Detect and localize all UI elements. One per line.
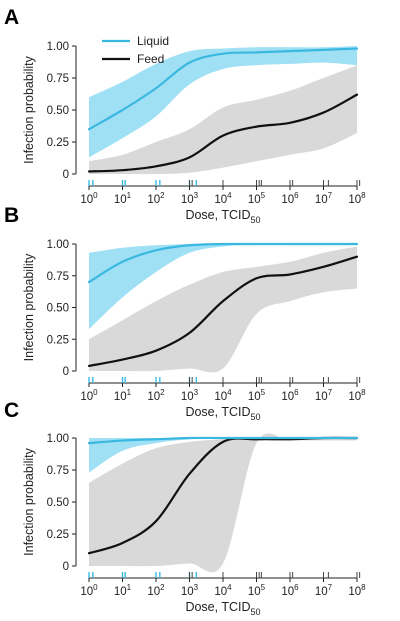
y-tick-label: 0.25 bbox=[47, 529, 69, 541]
x-tick-label: 100 bbox=[80, 191, 98, 206]
x-axis-title: Dose, TCID50 bbox=[185, 208, 260, 225]
y-tick-label: 0.50 bbox=[47, 303, 69, 315]
panel-a: A Infection probability 0 0.25 0.50 0.75 1.00 1… bbox=[4, 6, 366, 225]
x-tick-label: 102 bbox=[147, 583, 165, 598]
y-tick-label: 1.00 bbox=[47, 41, 69, 53]
y-tick-label: 0.75 bbox=[47, 271, 69, 283]
rug-marks bbox=[88, 180, 361, 186]
ci-band-feed bbox=[89, 65, 357, 175]
x-tick-label: 103 bbox=[181, 583, 199, 598]
y-tick-label: 0.75 bbox=[47, 73, 69, 85]
rug-marks bbox=[88, 572, 361, 578]
series-line-feed bbox=[87, 93, 359, 173]
panel-label: A bbox=[4, 6, 19, 29]
y-tick-label: 1.00 bbox=[47, 433, 69, 445]
x-tick-label: 105 bbox=[248, 388, 266, 403]
x-axis: 100 101 102 103 104 105 106 107 108 bbox=[80, 382, 366, 403]
panel-label: B bbox=[4, 204, 19, 227]
x-tick-label: 104 bbox=[214, 583, 232, 598]
x-tick-label: 108 bbox=[348, 388, 366, 403]
x-tick-label: 103 bbox=[181, 388, 199, 403]
panel-label: C bbox=[4, 399, 19, 422]
x-tick-label: 108 bbox=[348, 583, 366, 598]
x-tick-label: 101 bbox=[114, 583, 132, 598]
legend-label-feed: Feed bbox=[137, 52, 164, 66]
x-tick-label: 107 bbox=[315, 191, 333, 206]
y-tick-label: 0.25 bbox=[47, 334, 69, 346]
x-tick-label: 104 bbox=[214, 191, 232, 206]
ci-band-feed bbox=[89, 433, 357, 573]
x-tick-label: 107 bbox=[315, 388, 333, 403]
x-tick-label: 108 bbox=[348, 191, 366, 206]
x-tick-label: 101 bbox=[114, 388, 132, 403]
series-line-liquid bbox=[87, 242, 359, 284]
y-tick-label: 0.25 bbox=[47, 137, 69, 149]
y-axis: 0 0.25 0.50 0.75 1.00 bbox=[47, 239, 77, 378]
x-axis-title: Dose, TCID50 bbox=[185, 600, 260, 617]
x-tick-label: 103 bbox=[181, 191, 199, 206]
y-tick-label: 0 bbox=[63, 169, 69, 181]
x-tick-label: 106 bbox=[281, 583, 299, 598]
ci-band-feed bbox=[89, 246, 357, 373]
x-tick-label: 102 bbox=[147, 191, 165, 206]
y-axis: 0 0.25 0.50 0.75 1.00 bbox=[47, 41, 77, 181]
y-tick-label: 0.50 bbox=[47, 497, 69, 509]
x-axis: 100 101 102 103 104 105 106 107 108 bbox=[80, 185, 366, 206]
series-line-liquid bbox=[87, 436, 359, 445]
x-axis: 100 101 102 103 104 105 106 107 108 bbox=[80, 577, 366, 598]
panel-b: B Infection probability 0 0.25 0.50 0.75 1.00 1… bbox=[4, 204, 366, 422]
x-tick-label: 105 bbox=[248, 583, 266, 598]
y-tick-label: 0.75 bbox=[47, 465, 69, 477]
ci-band-liquid bbox=[89, 46, 357, 158]
ci-band-liquid bbox=[89, 243, 357, 330]
y-axis: 0 0.25 0.50 0.75 1.00 bbox=[47, 433, 77, 573]
y-axis-title: Infection probability bbox=[22, 447, 36, 555]
x-tick-label: 105 bbox=[248, 191, 266, 206]
series-line-feed bbox=[87, 255, 359, 368]
x-tick-label: 102 bbox=[147, 388, 165, 403]
x-tick-label: 106 bbox=[281, 191, 299, 206]
y-tick-label: 0 bbox=[63, 366, 69, 378]
y-axis-title: Infection probability bbox=[22, 253, 36, 361]
rug-marks bbox=[88, 377, 361, 383]
x-tick-label: 100 bbox=[80, 388, 98, 403]
x-tick-label: 101 bbox=[114, 191, 132, 206]
x-axis-title: Dose, TCID50 bbox=[185, 405, 260, 422]
y-tick-label: 0.50 bbox=[47, 105, 69, 117]
legend-label-liquid: Liquid bbox=[137, 34, 169, 48]
x-tick-label: 107 bbox=[315, 583, 333, 598]
y-tick-label: 1.00 bbox=[47, 239, 69, 251]
x-tick-label: 104 bbox=[214, 388, 232, 403]
panel-c: C Infection probability 0 0.25 0.50 0.75 1.00 1… bbox=[4, 399, 366, 617]
y-axis-title: Infection probability bbox=[22, 55, 36, 163]
series-line-liquid bbox=[87, 47, 359, 131]
x-tick-label: 100 bbox=[80, 583, 98, 598]
y-tick-label: 0 bbox=[63, 561, 69, 573]
x-tick-label: 106 bbox=[281, 388, 299, 403]
legend: Liquid Feed bbox=[102, 34, 169, 66]
